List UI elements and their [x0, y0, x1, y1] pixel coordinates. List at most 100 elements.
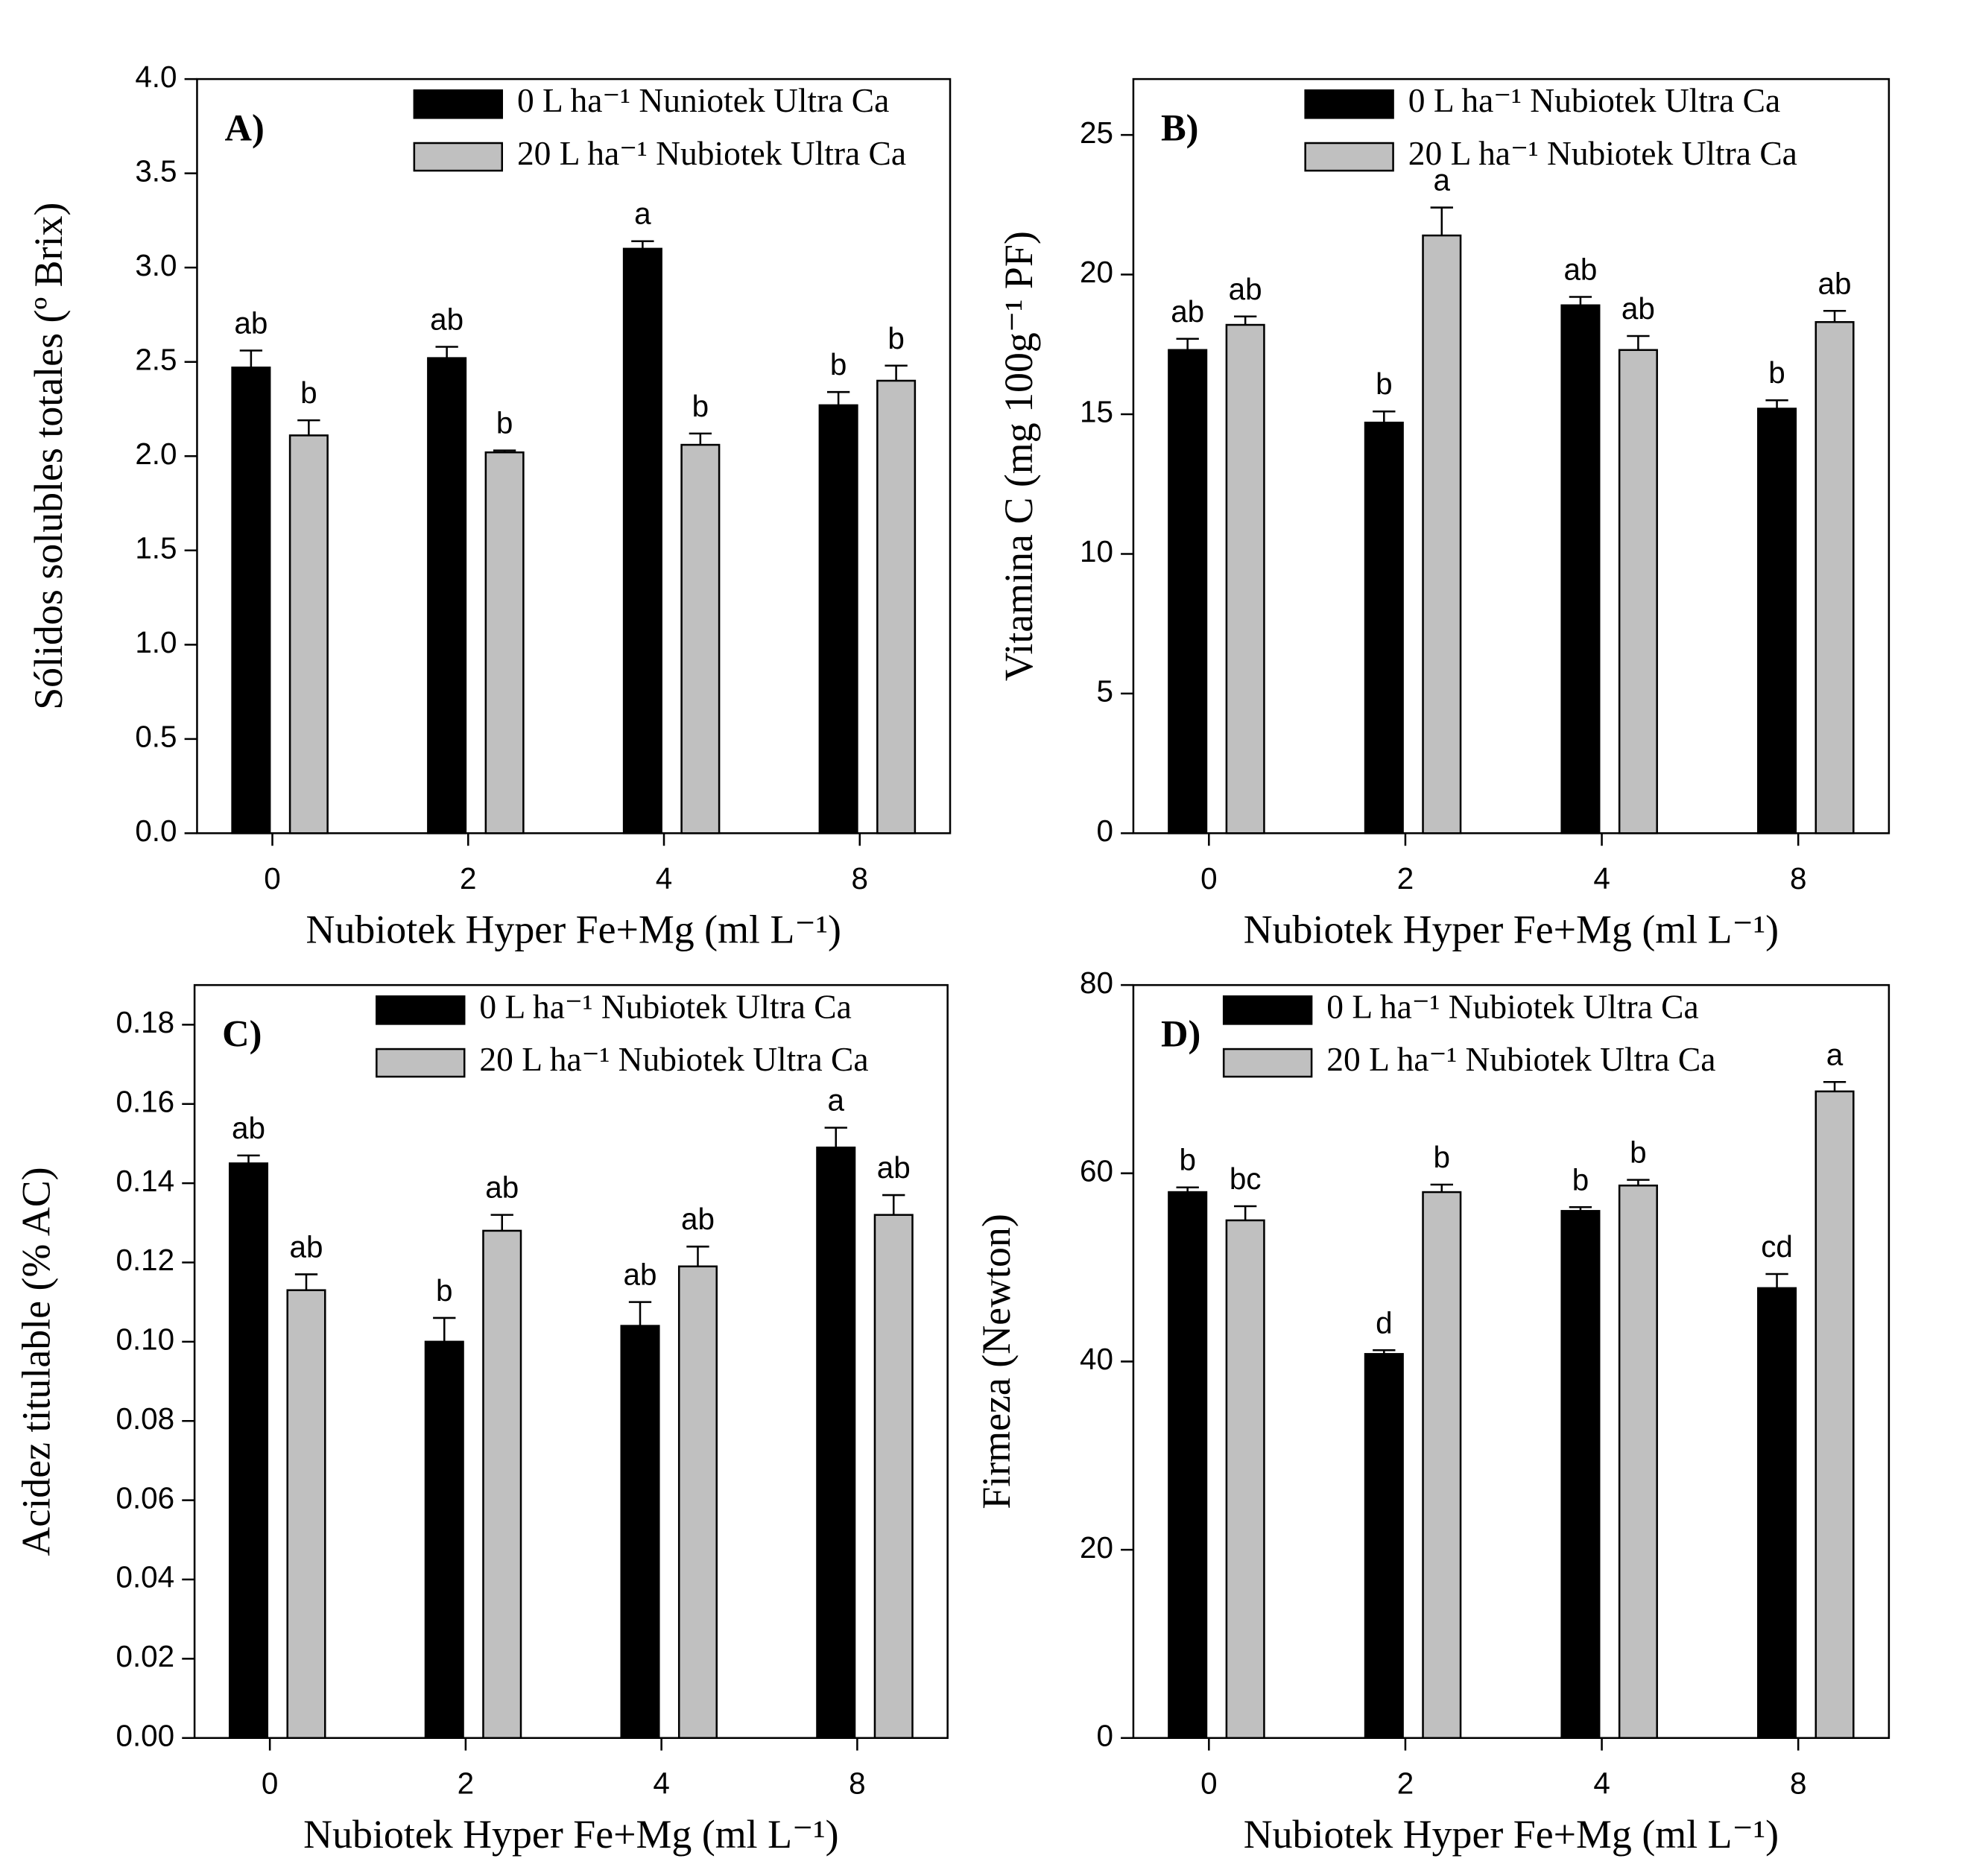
error-bar — [1373, 410, 1396, 423]
legend-swatch — [413, 89, 503, 119]
y-tick-label: 0.0 — [135, 814, 177, 848]
error-bar — [1234, 1205, 1257, 1220]
y-tick-label: 0.02 — [116, 1639, 174, 1673]
significance-letter: ab — [430, 302, 463, 336]
x-tick-label: 4 — [653, 1766, 669, 1800]
error-bar — [1176, 338, 1199, 350]
error-bar — [239, 349, 263, 368]
x-tick-label: 2 — [458, 1766, 474, 1800]
y-tick-label: 10 — [1080, 534, 1113, 568]
plot-frame — [193, 983, 949, 1739]
significance-letter: ab — [1563, 253, 1597, 287]
legend-label: 20 L ha⁻¹ Nubiotek Ultra Ca — [1408, 134, 1797, 172]
bar — [484, 451, 525, 834]
legend-label: 0 L ha⁻¹ Nubiotek Ultra Ca — [1326, 987, 1698, 1025]
error-bar — [297, 419, 320, 436]
legend-swatch — [413, 142, 503, 172]
x-tick-label: 0 — [264, 861, 280, 896]
significance-letter: b — [692, 389, 709, 423]
y-tick-label: 4.0 — [135, 60, 177, 94]
x-tick-label: 4 — [1593, 861, 1610, 896]
error-bar — [1823, 1081, 1847, 1091]
bar — [1560, 304, 1601, 834]
x-tick-label: 8 — [1790, 861, 1806, 896]
y-tick-label: 0 — [1096, 814, 1113, 848]
bar — [873, 1214, 914, 1739]
panel-label: B) — [1161, 107, 1199, 148]
x-tick-label: 8 — [852, 861, 868, 896]
error-bar — [1765, 1273, 1788, 1288]
error-bar — [885, 364, 908, 381]
y-tick-label: 0.08 — [116, 1401, 174, 1436]
error-bar — [628, 1301, 652, 1326]
y-axis-title: Vitamina C (mg 100g⁻¹ PF) — [996, 231, 1041, 681]
y-tick-label: 0.18 — [116, 1005, 174, 1039]
y-axis-title: Acidez titulable (% AC) — [13, 1167, 58, 1556]
significance-letter: a — [634, 197, 651, 231]
significance-letter: b — [496, 406, 513, 440]
bar — [286, 1289, 326, 1739]
y-axis-title: Firmeza (Newton) — [974, 1214, 1019, 1509]
y-tick-label: 0.5 — [135, 720, 177, 754]
significance-letter: ab — [877, 1150, 911, 1185]
bar — [1168, 349, 1208, 834]
legend-label: 0 L ha⁻¹ Nubiotek Ultra Ca — [479, 987, 851, 1025]
bar — [622, 247, 662, 834]
bar — [1757, 408, 1797, 834]
significance-letter: b — [1768, 355, 1785, 390]
x-tick-label: 4 — [1593, 1766, 1610, 1800]
y-tick-label: 2.5 — [135, 342, 177, 376]
significance-letter: ab — [1229, 272, 1262, 306]
significance-letter: ab — [232, 1111, 265, 1145]
legend-swatch — [376, 1048, 466, 1078]
error-bar — [1627, 1179, 1650, 1186]
x-tick-label: 2 — [460, 861, 476, 896]
significance-letter: b — [436, 1273, 452, 1308]
bar — [288, 434, 329, 834]
x-tick-label: 4 — [656, 861, 672, 896]
significance-letter: b — [1434, 1140, 1450, 1174]
bar — [620, 1325, 660, 1739]
y-tick-label: 1.5 — [135, 530, 177, 565]
error-bar — [1765, 399, 1788, 409]
significance-letter: a — [828, 1083, 845, 1118]
bar — [1168, 1191, 1208, 1739]
y-tick-label: 0 — [1096, 1718, 1113, 1752]
x-tick-label: 0 — [1200, 861, 1217, 896]
x-axis-title: Nubiotek Hyper Fe+Mg (ml L⁻¹) — [1244, 907, 1779, 951]
bar — [677, 1265, 718, 1739]
y-tick-label: 0.12 — [116, 1243, 174, 1277]
legend-label: 0 L ha⁻¹ Nuniotek Ultra Ca — [517, 81, 889, 119]
bar — [427, 357, 467, 834]
legend-swatch — [1304, 89, 1394, 119]
bar — [1618, 349, 1658, 834]
panel-label: C) — [222, 1013, 262, 1054]
legend-label: 20 L ha⁻¹ Nubiotek Ultra Ca — [479, 1040, 868, 1078]
error-bar — [689, 432, 712, 446]
significance-letter: ab — [1818, 266, 1852, 300]
legend-label: 20 L ha⁻¹ Nubiotek Ultra Ca — [1326, 1040, 1715, 1078]
significance-letter: b — [300, 375, 317, 410]
significance-letter: a — [1434, 163, 1451, 197]
significance-letter: ab — [681, 1202, 715, 1236]
error-bar — [1430, 206, 1453, 236]
y-tick-label: 25 — [1080, 115, 1113, 150]
error-bar — [1569, 296, 1592, 305]
x-tick-label: 0 — [1200, 1766, 1217, 1800]
y-tick-label: 0.00 — [116, 1718, 174, 1752]
significance-letter: cd — [1761, 1229, 1793, 1264]
bar — [482, 1229, 522, 1739]
y-tick-label: 2.0 — [135, 437, 177, 471]
x-tick-label: 8 — [849, 1766, 865, 1800]
legend-swatch — [376, 995, 466, 1025]
bar — [1814, 1090, 1855, 1739]
bar — [1422, 234, 1462, 834]
x-tick-label: 2 — [1397, 861, 1414, 896]
panel-label: D) — [1161, 1013, 1200, 1054]
bar — [228, 1162, 269, 1739]
y-tick-label: 20 — [1080, 255, 1113, 289]
x-tick-label: 0 — [262, 1766, 278, 1800]
y-axis-title: Sólidos solubles totales (º Brix) — [26, 203, 71, 710]
y-tick-label: 3.5 — [135, 153, 177, 188]
